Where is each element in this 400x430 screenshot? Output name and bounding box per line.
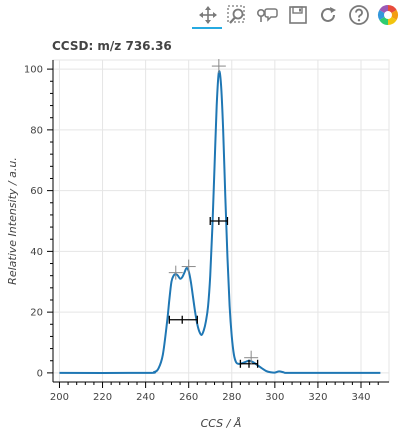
x-tick-label: 280 (222, 392, 241, 403)
box-zoom-tool-button[interactable] (225, 3, 249, 27)
pan-tool-button[interactable] (196, 3, 220, 27)
chart-title: CCSD: m/z 736.36 (52, 39, 172, 53)
x-axis-label: CCS / Å (201, 417, 242, 430)
save-tool-button[interactable] (286, 3, 310, 27)
x-tick-label: 240 (136, 392, 155, 403)
x-tick-label: 320 (308, 392, 327, 403)
toolbar (0, 0, 400, 32)
reset-arrow-icon (321, 7, 336, 22)
hover-speech-icon (256, 8, 278, 22)
floppy-disk-icon (289, 6, 307, 24)
help-tool-button[interactable] (347, 3, 371, 27)
x-tick-label: 220 (93, 392, 112, 403)
move-arrows-icon (199, 6, 217, 24)
box-zoom-icon (227, 5, 245, 24)
x-tick-label: 340 (351, 392, 370, 403)
y-tick-label: 40 (30, 247, 43, 258)
y-axis-label: Relative Intensity / a.u. (6, 157, 19, 285)
y-tick-label: 80 (30, 125, 43, 136)
intensity-series-line[interactable] (59, 70, 381, 374)
x-tick-label: 260 (179, 392, 198, 403)
active-tool-indicator (192, 27, 222, 29)
reset-tool-button[interactable] (316, 3, 340, 27)
question-mark-icon (349, 5, 369, 25)
y-tick-label: 20 (30, 308, 43, 319)
y-tick-label: 60 (30, 186, 43, 197)
x-tick-label: 300 (265, 392, 284, 403)
y-tick-label: 100 (24, 65, 43, 76)
bokeh-logo-button[interactable] (376, 3, 400, 27)
y-tick-label: 0 (37, 368, 43, 379)
hover-tool-button[interactable] (255, 3, 279, 27)
x-tick-label: 200 (50, 392, 69, 403)
bokeh-logo-icon (378, 5, 398, 25)
